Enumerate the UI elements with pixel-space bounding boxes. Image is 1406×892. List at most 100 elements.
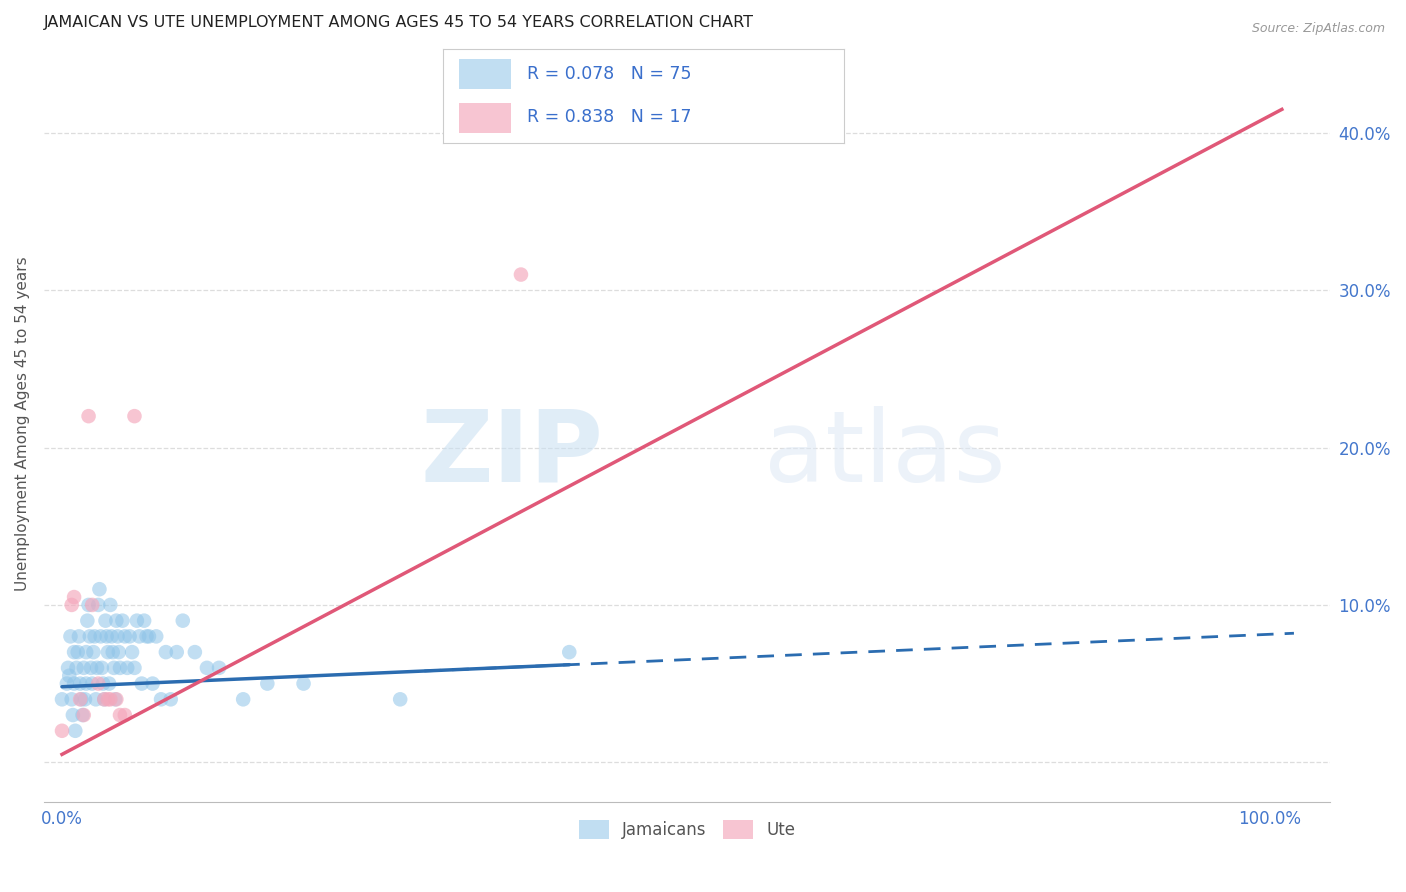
Point xyxy=(75,645,97,659)
Point xyxy=(232,692,254,706)
Point xyxy=(70,692,93,706)
Point xyxy=(84,692,107,706)
Point xyxy=(101,645,124,659)
Point xyxy=(73,661,96,675)
Point xyxy=(60,598,83,612)
Point xyxy=(87,676,110,690)
Point xyxy=(82,676,104,690)
Point xyxy=(108,708,131,723)
Point xyxy=(208,661,231,675)
Point xyxy=(65,661,87,675)
Point xyxy=(510,268,533,282)
Point xyxy=(75,676,97,690)
Point xyxy=(56,661,79,675)
Point xyxy=(98,692,121,706)
Point xyxy=(80,661,103,675)
Point xyxy=(114,708,136,723)
Point xyxy=(142,676,165,690)
Point xyxy=(69,676,91,690)
Point xyxy=(89,582,111,597)
Point xyxy=(59,629,82,643)
Point xyxy=(172,614,194,628)
Point xyxy=(150,692,173,706)
Point xyxy=(73,708,96,723)
Point xyxy=(145,629,167,643)
Point xyxy=(83,629,105,643)
Point xyxy=(76,614,98,628)
Point xyxy=(159,692,181,706)
Point xyxy=(79,629,101,643)
Legend: Jamaicans, Ute: Jamaicans, Ute xyxy=(572,814,801,847)
Point xyxy=(131,676,153,690)
Text: R = 0.838   N = 17: R = 0.838 N = 17 xyxy=(527,109,692,127)
Point xyxy=(256,676,278,690)
Point xyxy=(111,614,134,628)
Text: ZIP: ZIP xyxy=(420,406,603,503)
Point xyxy=(77,409,100,424)
Point xyxy=(93,692,115,706)
Point xyxy=(103,661,125,675)
Point xyxy=(60,692,83,706)
Point xyxy=(69,692,91,706)
Point xyxy=(124,409,146,424)
Point xyxy=(62,708,84,723)
Point xyxy=(77,598,100,612)
Point xyxy=(82,598,104,612)
Point xyxy=(121,645,143,659)
Point xyxy=(97,645,120,659)
Point xyxy=(82,645,104,659)
Point xyxy=(98,598,121,612)
Point xyxy=(105,692,128,706)
Point xyxy=(389,692,412,706)
Point xyxy=(128,629,150,643)
Point xyxy=(51,692,73,706)
Point xyxy=(97,692,120,706)
Point xyxy=(108,661,131,675)
Point xyxy=(824,110,846,124)
FancyBboxPatch shape xyxy=(458,60,510,89)
Point xyxy=(87,598,110,612)
Point xyxy=(65,723,87,738)
Point xyxy=(100,629,122,643)
Text: atlas: atlas xyxy=(765,406,1005,503)
Point xyxy=(51,723,73,738)
Point xyxy=(66,645,89,659)
Point xyxy=(135,629,157,643)
Point xyxy=(118,629,141,643)
FancyBboxPatch shape xyxy=(458,103,510,134)
Point xyxy=(86,661,108,675)
Point xyxy=(125,614,148,628)
Point xyxy=(124,661,146,675)
Point xyxy=(134,614,156,628)
Text: JAMAICAN VS UTE UNEMPLOYMENT AMONG AGES 45 TO 54 YEARS CORRELATION CHART: JAMAICAN VS UTE UNEMPLOYMENT AMONG AGES … xyxy=(44,15,754,30)
Point xyxy=(63,676,86,690)
Point xyxy=(67,629,90,643)
Point xyxy=(105,614,128,628)
Point xyxy=(63,590,86,604)
Point xyxy=(107,629,129,643)
Point xyxy=(56,676,79,690)
Point xyxy=(292,676,315,690)
Point xyxy=(90,629,112,643)
Text: R = 0.078   N = 75: R = 0.078 N = 75 xyxy=(527,65,692,83)
Point xyxy=(166,645,188,659)
Point xyxy=(73,692,96,706)
Point xyxy=(115,661,138,675)
Point xyxy=(138,629,160,643)
Y-axis label: Unemployment Among Ages 45 to 54 years: Unemployment Among Ages 45 to 54 years xyxy=(15,257,30,591)
Point xyxy=(114,629,136,643)
Point xyxy=(72,708,94,723)
Point xyxy=(104,692,127,706)
Point xyxy=(94,614,117,628)
Point xyxy=(195,661,218,675)
Point xyxy=(96,629,118,643)
Point xyxy=(91,676,114,690)
Text: Source: ZipAtlas.com: Source: ZipAtlas.com xyxy=(1251,22,1385,36)
Point xyxy=(558,645,581,659)
Point xyxy=(98,676,121,690)
Point xyxy=(63,645,86,659)
Point xyxy=(58,669,80,683)
Point xyxy=(155,645,177,659)
Point xyxy=(107,645,129,659)
Point xyxy=(184,645,207,659)
